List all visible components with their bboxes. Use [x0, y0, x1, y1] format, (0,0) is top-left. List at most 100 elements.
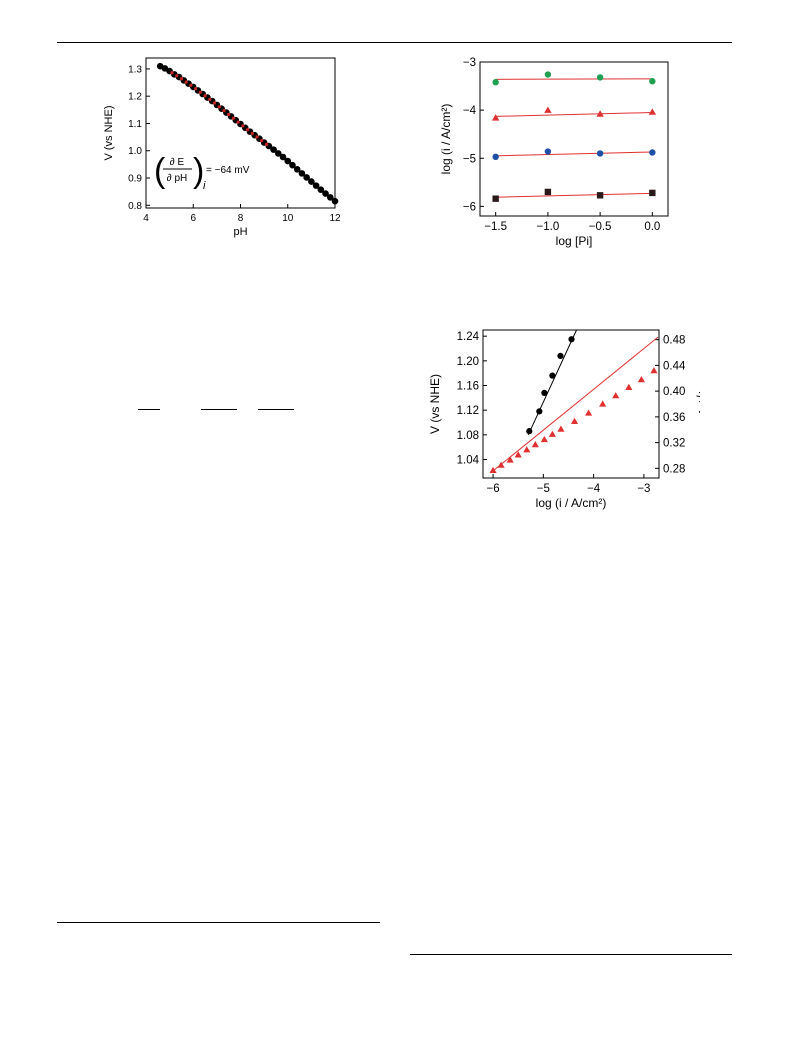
annotation-subscript: i [203, 180, 206, 192]
data-point-circle [312, 182, 320, 189]
data-point-circle [326, 194, 334, 201]
annotation-left-paren: ( [154, 152, 166, 190]
y-axis-label: V (vs NHE) [428, 374, 442, 434]
data-point-circle [317, 186, 325, 194]
data-point-circle [596, 74, 604, 81]
annotation-numerator: ∂ E [170, 157, 185, 168]
y-tick-label: 1.12 [457, 405, 479, 417]
y-tick-label: 1.2 [128, 92, 142, 103]
data-point-triangle [585, 409, 593, 416]
annotation-right-paren: ) [193, 152, 204, 190]
y2-tick-label: 0.28 [663, 463, 685, 475]
right-column-footnote-rule [410, 954, 732, 955]
data-point-circle [279, 153, 287, 161]
data-point-circle [568, 336, 575, 343]
fit-line-dot [170, 71, 174, 75]
data-point-circle [596, 150, 604, 157]
data-point-triangle [540, 435, 548, 443]
data-point-circle [541, 389, 548, 396]
data-point-triangle [637, 375, 645, 383]
data-point-circle [303, 174, 310, 181]
data-point-triangle [648, 108, 657, 115]
data-point-square [649, 189, 656, 197]
x-tick-label: −5 [537, 483, 550, 495]
x-tick-label: −1.0 [537, 221, 560, 233]
plot-frame [479, 61, 669, 217]
data-point-circle [331, 197, 339, 205]
annotation-value: = −64 mV [206, 165, 250, 176]
data-point-triangle [612, 392, 620, 399]
fit-line-dot [189, 83, 193, 87]
x-tick-label: −1.5 [484, 221, 507, 233]
fit-line-dot [217, 105, 221, 109]
y2-tick-label: 0.40 [663, 386, 685, 398]
data-point-triangle [557, 425, 565, 432]
data-point-triangle [544, 106, 552, 113]
data-point-circle [293, 165, 301, 173]
fit-line [495, 151, 653, 157]
data-point-square [596, 192, 604, 199]
data-point-circle [492, 153, 499, 161]
data-point-circle [298, 170, 306, 177]
x-axis-label: pH [233, 226, 247, 238]
equation-fraction-bar [138, 409, 160, 410]
data-point-triangle [596, 110, 604, 117]
fit-line [495, 112, 653, 117]
data-point-triangle [625, 383, 633, 390]
data-point-circle [270, 146, 277, 153]
data-point-triangle [523, 446, 531, 453]
x-tick-label: −6 [486, 483, 499, 495]
y-tick-label: 1.0 [128, 146, 142, 157]
x-tick-label: −4 [587, 483, 601, 495]
fit-line-dot [179, 77, 184, 81]
fit-line-dot [245, 128, 250, 132]
y-tick-label: 1.08 [457, 430, 479, 442]
y-tick-label: 1.1 [128, 119, 142, 130]
x-tick-label: 8 [238, 213, 244, 224]
fit-line [495, 192, 653, 198]
data-point-triangle [506, 456, 514, 463]
x-axis-label: log [Pi] [556, 234, 593, 248]
y-tick-label: 1.16 [457, 381, 479, 393]
data-point-circle [289, 161, 296, 169]
y2-tick-label: 0.48 [663, 335, 685, 347]
chart-current-vs-phosphate: −1.5 −1.0 −0.5 0.0 −6 −5 −4 −3 log [Pi] log (i / … [439, 57, 669, 248]
data-point-circle [284, 157, 292, 165]
x-tick-label: −0.5 [589, 221, 612, 233]
y-tick-label: −4 [463, 105, 477, 117]
equation-fraction-bar [201, 409, 237, 410]
y-axis-label: log (i / A/cm²) [439, 104, 453, 175]
fit-line [492, 336, 659, 472]
data-point-circle [492, 79, 499, 86]
x-tick-label: 4 [143, 213, 149, 224]
y-axis-label: V (vs NHE) [103, 106, 115, 161]
data-point-triangle [514, 451, 522, 458]
fit-line-dot [175, 74, 179, 78]
plot-frame [145, 57, 336, 209]
x-tick-label: 6 [190, 213, 196, 224]
data-point-square [492, 195, 499, 202]
data-point-triangle [599, 400, 607, 407]
data-point-circle [544, 71, 552, 78]
data-point-circle [557, 352, 564, 359]
fit-line-dot [208, 97, 212, 101]
y-tick-label: −5 [463, 153, 476, 165]
x-tick-label: 10 [282, 213, 294, 224]
slope-annotation: (∂ E ∂ pH)i= −64 mV [154, 152, 250, 192]
fit-line-dot [250, 131, 254, 136]
data-point-triangle [531, 440, 539, 448]
fit-line-dot [260, 139, 264, 143]
y-tick-label: 1.24 [457, 331, 480, 343]
data-point-circle [526, 428, 533, 435]
x-tick-label: −3 [637, 483, 650, 495]
y2-tick-label: 0.32 [663, 438, 685, 450]
fit-line-dot [236, 120, 240, 124]
data-point-square [544, 188, 552, 196]
x-tick-label: 0.0 [644, 221, 660, 233]
data-point-triangle [570, 417, 579, 425]
y-tick-label: 1.20 [457, 356, 479, 368]
fit-line-dot [212, 101, 217, 105]
header-rule [57, 42, 732, 43]
y-tick-label: 1.04 [457, 455, 480, 467]
